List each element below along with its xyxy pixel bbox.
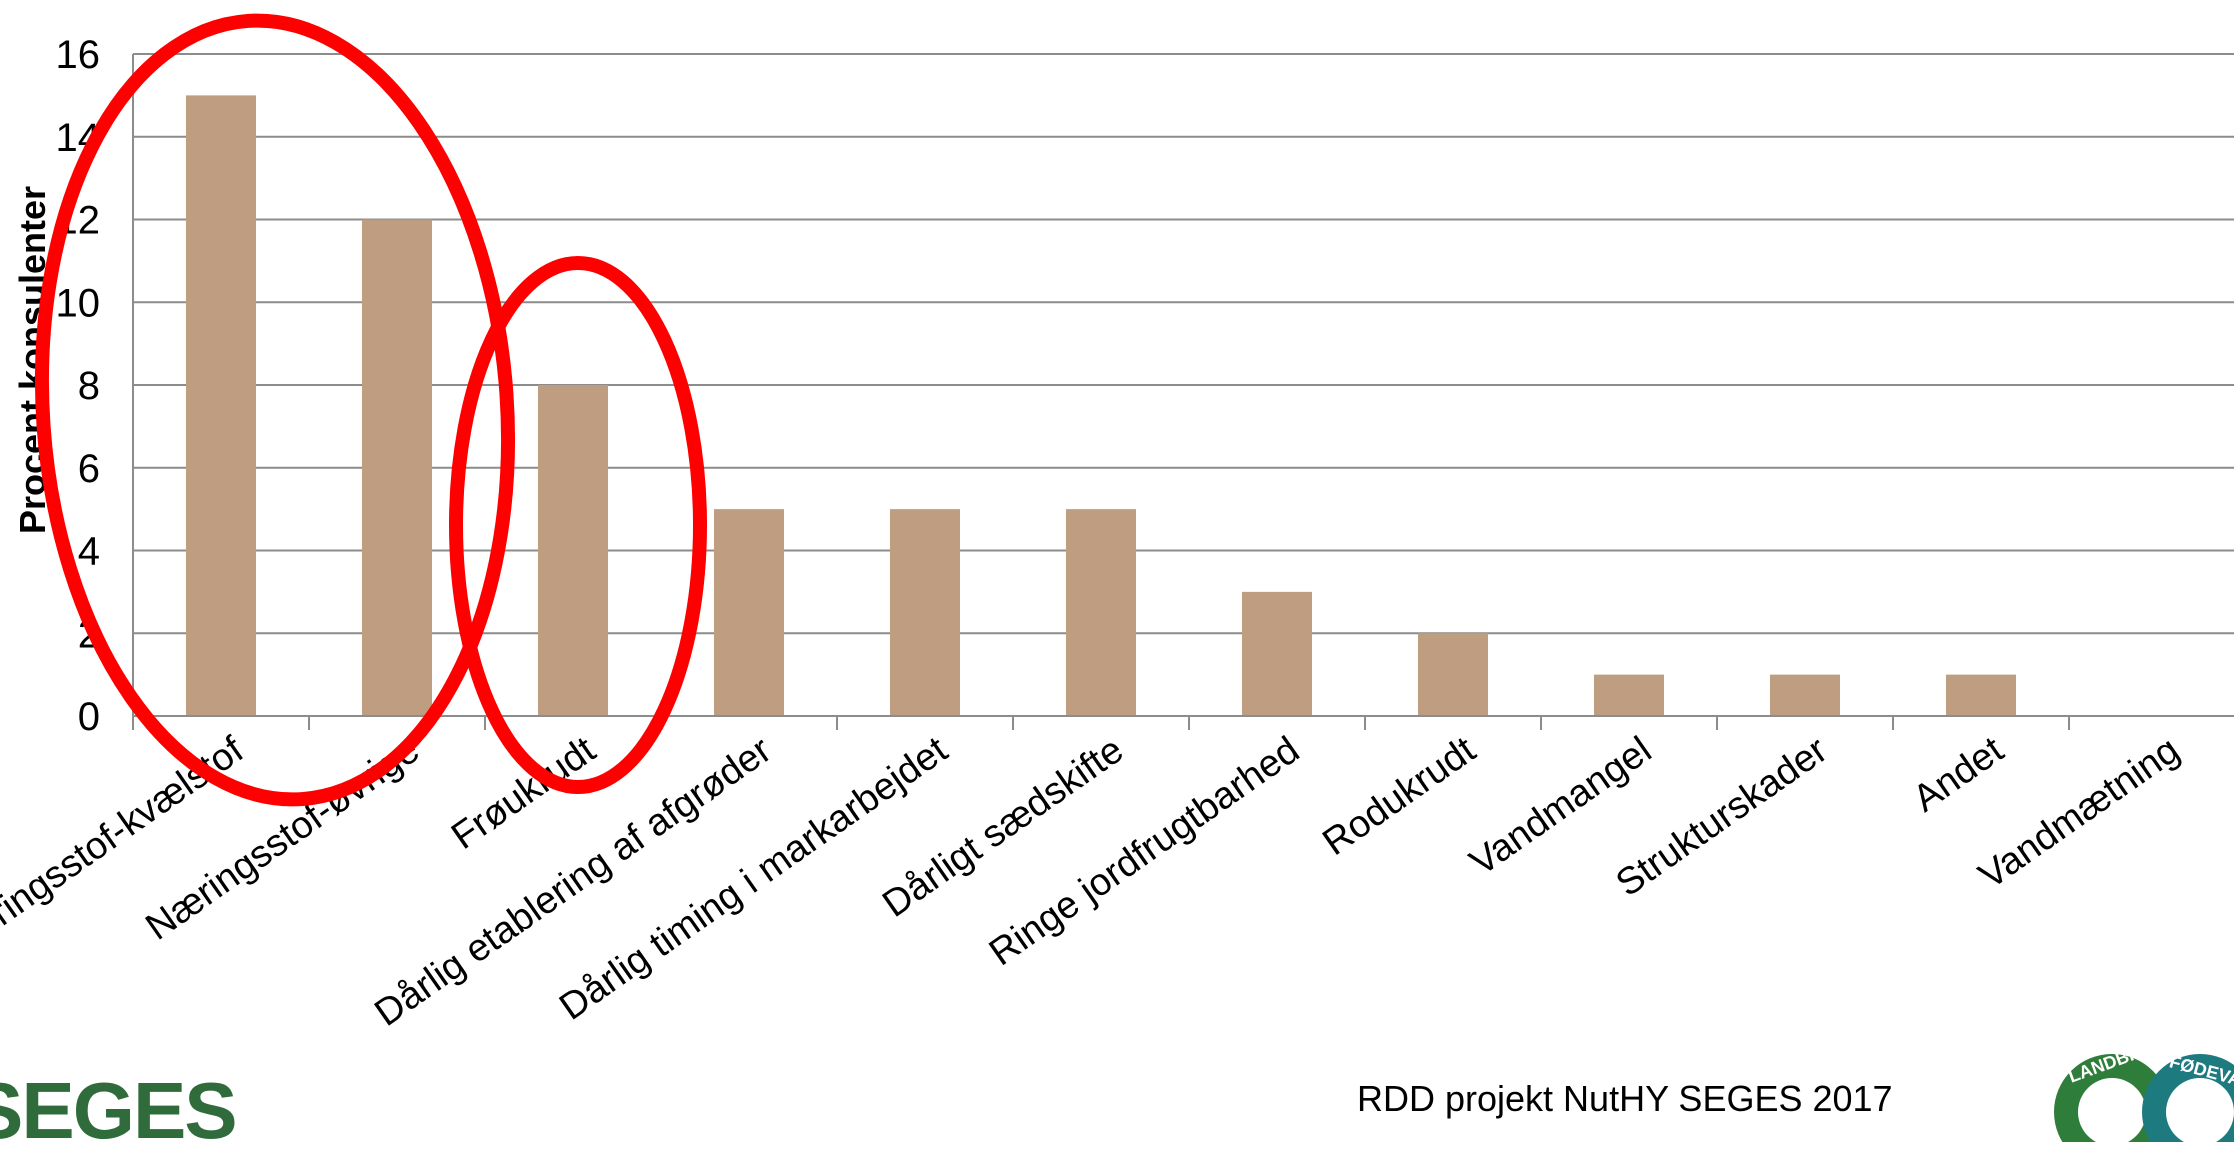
axes — [132, 54, 2234, 730]
bar — [890, 509, 960, 716]
y-tick-label: 10 — [56, 281, 101, 325]
bar — [362, 219, 432, 716]
highlight-ellipse-nitrogen-other — [34, 13, 516, 807]
y-tick-label: 16 — [56, 33, 101, 77]
bars — [186, 95, 2016, 716]
y-tick-label: 4 — [78, 530, 100, 574]
bar — [1594, 674, 1664, 716]
x-category-label: Rodukrudt — [1315, 729, 1483, 864]
y-tick-label: 8 — [78, 364, 100, 408]
bar — [1770, 674, 1840, 716]
y-tick-label: 6 — [78, 447, 100, 491]
gridlines — [133, 53, 2234, 635]
highlight-ellipses — [34, 13, 707, 807]
bar — [1242, 591, 1312, 716]
bar — [1418, 633, 1488, 716]
highlight-ellipse-frøukrudt — [449, 256, 707, 794]
seal-logo-icon: LANDBRUG FØDEVARER — [2050, 1040, 2234, 1142]
x-category-label: Ringe jordfrugtbarhed — [982, 729, 1307, 974]
x-category-label: Andet — [1906, 729, 2012, 821]
y-tick-label: 0 — [78, 695, 100, 739]
bar — [1066, 509, 1136, 716]
bar — [538, 385, 608, 716]
x-category-label: Næringsstof-kvælstof — [0, 729, 252, 970]
seges-logo: SEGES — [0, 1066, 238, 1155]
bar — [186, 95, 256, 716]
bar — [1946, 674, 2016, 716]
source-note: RDD projekt NutHY SEGES 2017 — [1357, 1078, 1893, 1119]
bar — [714, 509, 784, 716]
